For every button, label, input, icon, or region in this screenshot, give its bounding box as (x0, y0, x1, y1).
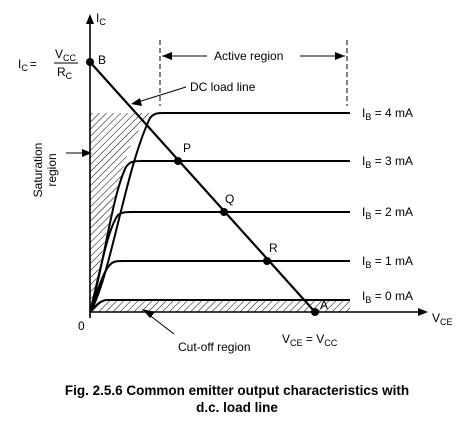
curve-ib-2ma (89, 211, 350, 313)
vce-eq-vcc-label: VCE = VCC (282, 332, 338, 348)
point-r-label: R (269, 241, 278, 255)
ib-1ma-label: IB = 1 mA (362, 254, 413, 270)
cutoff-region-label: Cut-off region (178, 340, 251, 354)
ib-2ma-label: IB = 2 mA (362, 205, 413, 221)
point-a (311, 308, 319, 316)
x-axis-arrow (418, 308, 428, 316)
point-p-label: P (183, 141, 191, 155)
saturation-label-2: region (45, 153, 59, 186)
ic-formula: IC = VCC RC (18, 47, 78, 81)
cutoff-hatch (90, 300, 350, 312)
ib-3ma-label: IB = 3 mA (362, 154, 413, 170)
point-b (86, 58, 94, 66)
curve-ib-0ma (89, 299, 350, 313)
saturation-label-1: Saturation (31, 143, 45, 198)
svg-text:RC: RC (57, 65, 73, 81)
origin-label: 0 (78, 319, 85, 333)
svg-text:IC=: IC = (18, 57, 37, 73)
point-r (263, 257, 271, 265)
point-a-label: A (320, 298, 328, 312)
curve-ib-1ma (89, 260, 350, 313)
ib-4ma-label: IB = 4 mA (362, 106, 413, 122)
dc-load-line-label: DC load line (190, 80, 256, 94)
caption-line-1: Fig. 2.5.6 Common emitter output charact… (65, 383, 409, 398)
x-axis-label: VCE (432, 311, 453, 327)
dc-load-line (89, 61, 316, 313)
point-p (174, 157, 182, 165)
point-q-label: Q (225, 192, 234, 206)
caption-line-2: d.c. load line (196, 400, 278, 415)
y-axis-label: IC (96, 11, 106, 27)
y-axis-arrow (86, 14, 94, 24)
svg-text:VCC: VCC (55, 47, 77, 63)
active-region-label: Active region (214, 49, 283, 63)
ib-0ma-label: IB = 0 mA (362, 289, 413, 305)
point-b-label: B (98, 53, 106, 67)
point-q (220, 208, 228, 216)
